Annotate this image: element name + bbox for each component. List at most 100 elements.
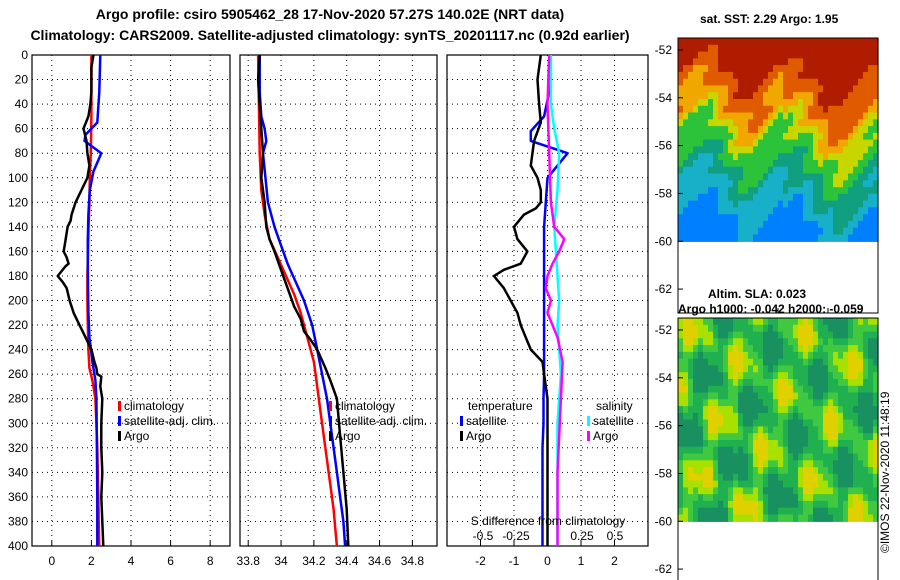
map-cell	[683, 220, 689, 229]
map-cell	[813, 487, 819, 495]
map-cell	[818, 419, 824, 427]
map-cell	[828, 358, 834, 367]
map-cell	[713, 440, 719, 448]
map-cell	[753, 119, 759, 127]
map-cell	[683, 71, 689, 80]
map-cell	[798, 112, 804, 120]
map-cell	[748, 351, 754, 360]
map-cell	[783, 406, 789, 414]
map-cell	[733, 78, 739, 87]
map-cell	[698, 65, 704, 73]
map-cell	[713, 385, 719, 394]
map-cell	[863, 44, 869, 53]
map-cell	[758, 406, 764, 414]
map-cell	[708, 180, 714, 188]
map-cell	[723, 146, 729, 154]
map-cell	[733, 85, 739, 93]
map-cell	[683, 38, 689, 46]
map-cell	[873, 92, 879, 100]
map-cell	[713, 187, 719, 195]
map-cell	[873, 467, 879, 475]
map-cell	[698, 92, 704, 100]
map-cell	[838, 187, 844, 195]
map-cell	[768, 105, 774, 114]
map-cell	[763, 187, 769, 195]
map-cell	[873, 433, 879, 441]
map-cell	[863, 406, 869, 414]
map-cell	[748, 514, 754, 522]
map-cell	[778, 426, 784, 434]
map-cell	[843, 99, 849, 107]
map-cell	[708, 365, 714, 373]
map-cell	[823, 85, 829, 93]
map-cell	[713, 78, 719, 87]
map-cell	[838, 85, 844, 93]
map-cell	[803, 467, 809, 475]
map-cell	[868, 132, 874, 141]
map-cell	[813, 220, 819, 229]
map-cell	[853, 92, 859, 100]
map-cell	[793, 166, 799, 175]
map-cell	[763, 358, 769, 367]
map-cell	[833, 358, 839, 367]
map-cell	[833, 507, 839, 516]
map-cell	[703, 132, 709, 141]
map-cell	[723, 227, 729, 236]
map-cell	[848, 318, 854, 326]
map-cell	[788, 160, 794, 168]
map-cell	[713, 119, 719, 127]
map-cell	[843, 480, 849, 488]
map-cell	[688, 351, 694, 360]
map-cell	[873, 160, 879, 168]
map-cell	[753, 193, 759, 202]
map-cell	[823, 379, 829, 387]
map-y-tick-label: -62	[655, 562, 673, 576]
y-tick-label: 320	[8, 441, 28, 455]
map-cell	[768, 234, 774, 242]
map-cell	[833, 331, 839, 339]
map-cell	[773, 132, 779, 141]
map-cell	[813, 446, 819, 455]
map-cell	[683, 453, 689, 461]
map-cell	[733, 345, 739, 353]
map-cell	[723, 338, 729, 346]
map-cell	[848, 214, 854, 222]
map-cell	[683, 166, 689, 175]
map-cell	[718, 51, 724, 59]
map-cell	[813, 358, 819, 367]
map-cell	[763, 460, 769, 468]
map-cell	[773, 146, 779, 154]
map-cell	[858, 227, 864, 236]
map-cell	[693, 227, 699, 236]
map-cell	[868, 173, 874, 181]
map-cell	[818, 58, 824, 66]
map-cell	[853, 345, 859, 353]
map-cell	[848, 473, 854, 482]
map-cell	[768, 44, 774, 53]
map-cell	[753, 153, 759, 161]
map-cell	[683, 385, 689, 394]
map-cell	[718, 119, 724, 127]
map-cell	[693, 446, 699, 455]
map-cell	[848, 358, 854, 367]
map-cell	[718, 494, 724, 502]
map-cell	[853, 214, 859, 222]
map-cell	[748, 227, 754, 236]
map-cell	[783, 207, 789, 215]
map-cell	[848, 112, 854, 120]
map-cell	[743, 419, 749, 427]
map-cell	[813, 99, 819, 107]
map-cell	[733, 399, 739, 407]
x-tick-label: 34.8	[401, 554, 425, 568]
map-cell	[788, 467, 794, 475]
map-cell	[773, 318, 779, 326]
map-cell	[788, 234, 794, 242]
map-cell	[738, 207, 744, 215]
map-cell	[708, 507, 714, 516]
map-cell	[748, 392, 754, 400]
map-cell	[718, 99, 724, 107]
map-cell	[808, 514, 814, 522]
map-cell	[738, 338, 744, 346]
map-cell	[748, 379, 754, 387]
map-cell	[778, 358, 784, 367]
